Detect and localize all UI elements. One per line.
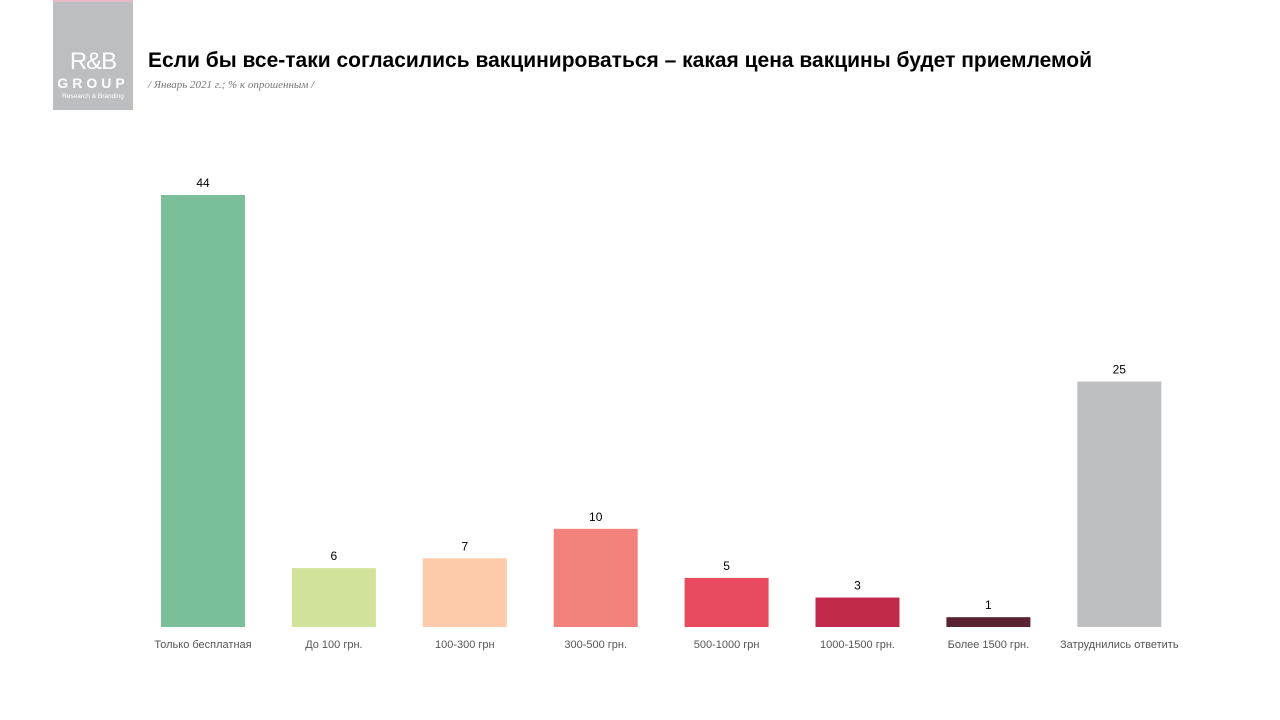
data-label: 6 (331, 549, 338, 563)
category-label: До 100 грн. (305, 639, 362, 651)
bar (422, 558, 507, 627)
bar (553, 528, 638, 627)
bar (161, 195, 245, 627)
category-label: 300-500 грн. (564, 639, 627, 651)
category-label: 1000-1500 грн. (820, 639, 895, 651)
data-label: 7 (461, 539, 468, 553)
category-label: Более 1500 грн. (948, 639, 1030, 651)
logo: R&B GROUP Research & Branding (53, 0, 133, 110)
category-label: 100-300 грн (435, 639, 495, 651)
category-label: Только бесплатная (154, 639, 251, 651)
category-label: Затруднились ответить (1060, 639, 1179, 651)
logo-group: GROUP (57, 75, 129, 91)
bar (1077, 381, 1162, 627)
bar (684, 577, 769, 627)
bar (946, 617, 1031, 627)
data-label: 1 (985, 598, 992, 612)
category-label: 500-1000 грн (694, 639, 760, 651)
data-label: 3 (854, 579, 861, 593)
chart-subtitle: / Январь 2021 г.; % к опрошенным / (148, 79, 315, 91)
chart-title: Если бы все-таки согласились вакцинирова… (148, 49, 1093, 72)
data-label: 5 (723, 559, 730, 573)
data-label: 44 (196, 176, 210, 190)
logo-tagline: Research & Branding (62, 93, 124, 100)
bar (291, 568, 376, 627)
logo-text: R&B (69, 48, 117, 75)
bar (815, 597, 900, 627)
data-label: 25 (1113, 363, 1127, 377)
data-label: 10 (589, 510, 603, 524)
